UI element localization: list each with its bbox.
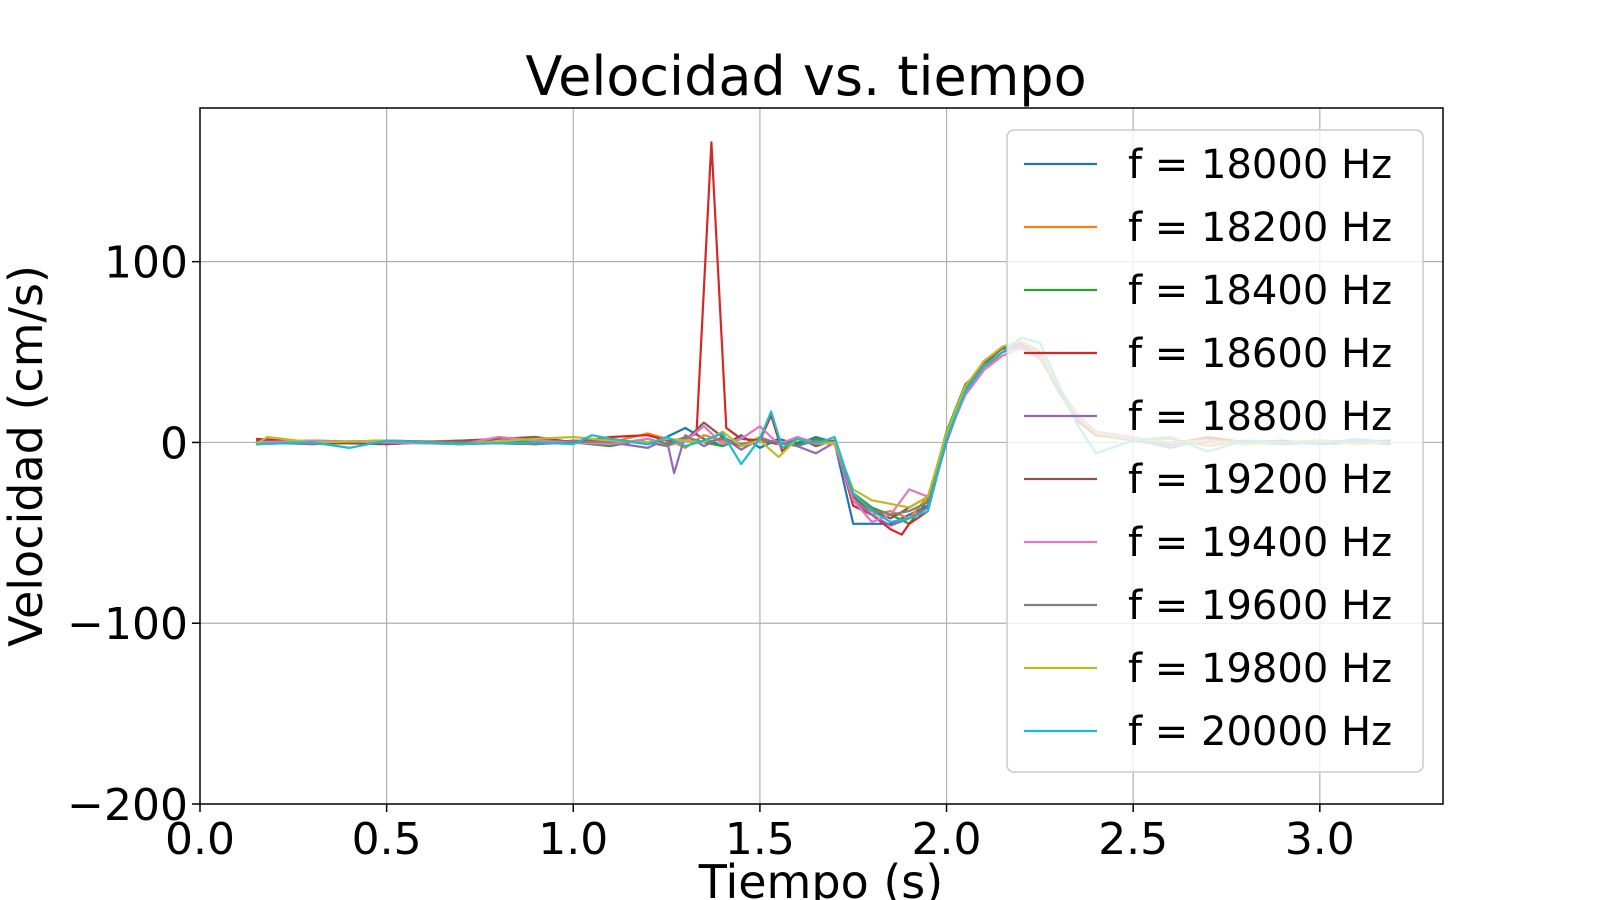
x-tick-label: 0.0 bbox=[165, 814, 235, 865]
legend-entry: f = 18800 Hz bbox=[1128, 394, 1392, 440]
legend-entry: f = 19800 Hz bbox=[1128, 646, 1392, 692]
y-axis-ticks: −200 −100 0 100 bbox=[67, 238, 200, 831]
legend-box bbox=[1006, 129, 1424, 773]
y-tick-label: 100 bbox=[104, 238, 188, 289]
legend-entry: f = 19600 Hz bbox=[1128, 583, 1392, 629]
legend-entry: f = 18600 Hz bbox=[1128, 331, 1392, 377]
y-axis-label: Velocidad (cm/s) bbox=[0, 265, 53, 647]
legend-entry: f = 19200 Hz bbox=[1128, 457, 1392, 503]
legend: f = 18000 Hz f = 18200 Hz f = 18400 Hz f = … bbox=[1006, 129, 1424, 773]
chart-title: Velocidad vs. tiempo bbox=[525, 45, 1086, 108]
x-tick-label: 3.0 bbox=[1285, 814, 1355, 865]
plot-frame bbox=[199, 107, 1444, 805]
x-tick-label: 1.5 bbox=[725, 814, 795, 865]
legend-entry: f = 18000 Hz bbox=[1128, 142, 1392, 188]
legend-entry: f = 19400 Hz bbox=[1128, 520, 1392, 566]
x-tick-label: 2.0 bbox=[912, 814, 982, 865]
x-tick-label: 1.0 bbox=[538, 814, 608, 865]
y-tick-label: −200 bbox=[67, 780, 188, 831]
y-tick-label: 0 bbox=[160, 418, 188, 469]
x-tick-label: 0.5 bbox=[352, 814, 422, 865]
legend-entry: f = 18200 Hz bbox=[1128, 205, 1392, 251]
legend-entry: f = 18400 Hz bbox=[1128, 268, 1392, 314]
x-tick-label: 2.5 bbox=[1098, 814, 1168, 865]
x-axis-label: Tiempo (s) bbox=[698, 855, 943, 900]
legend-entry: f = 20000 Hz bbox=[1128, 709, 1392, 755]
y-tick-label: −100 bbox=[67, 599, 188, 650]
x-axis-ticks: 0.0 0.5 1.0 1.5 2.0 2.5 3.0 bbox=[165, 804, 1355, 865]
